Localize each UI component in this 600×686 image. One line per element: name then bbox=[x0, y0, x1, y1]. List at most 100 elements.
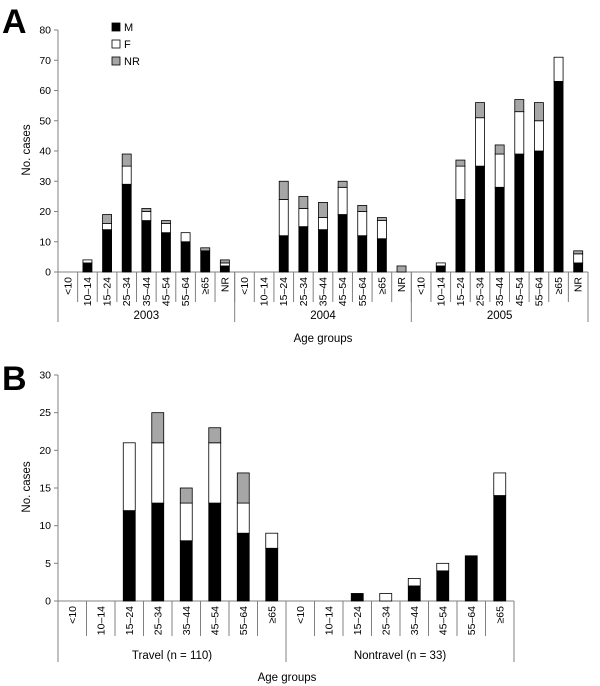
bar-segment-m bbox=[573, 262, 584, 273]
bar-segment-nr bbox=[298, 195, 309, 209]
bar-segment-m bbox=[436, 570, 450, 602]
bar-segment-nr bbox=[376, 217, 387, 221]
category-label: ≥65 bbox=[200, 277, 212, 295]
y-tick-label: 10 bbox=[39, 236, 51, 248]
bar-segment-f bbox=[121, 165, 132, 185]
bar-segment-nr bbox=[357, 205, 368, 212]
bar-segment-m bbox=[180, 241, 191, 273]
bar-segment-f bbox=[179, 502, 193, 542]
bar-segment-m bbox=[298, 226, 309, 273]
category-label: 10–14 bbox=[259, 277, 271, 306]
bar-segment-f bbox=[376, 220, 387, 240]
panel-b-xlabel: Age groups bbox=[258, 672, 317, 684]
bar-segment-nr bbox=[278, 180, 289, 200]
bar-segment-f bbox=[553, 56, 564, 82]
category-label: 25–34 bbox=[380, 606, 392, 635]
y-tick-label: 40 bbox=[39, 146, 51, 158]
bar-segment-m bbox=[208, 502, 222, 602]
y-tick-label: 50 bbox=[39, 115, 51, 127]
bar-segment-nr bbox=[219, 259, 230, 264]
bar-segment-m bbox=[553, 81, 564, 273]
bar-segment-f bbox=[435, 262, 446, 267]
category-label: 15–24 bbox=[124, 606, 136, 635]
bar-segment-nr bbox=[455, 159, 466, 167]
bar-segment-m bbox=[121, 183, 132, 273]
panel-b-bars bbox=[122, 412, 507, 602]
bar-segment-f bbox=[151, 442, 165, 504]
bar-segment-nr bbox=[161, 220, 171, 224]
y-tick-label: 30 bbox=[39, 176, 51, 188]
category-label: 15–24 bbox=[102, 277, 114, 306]
category-label: 25–34 bbox=[298, 277, 310, 306]
bar-segment-f bbox=[318, 217, 328, 231]
bar-segment-m bbox=[455, 198, 466, 273]
bar-segment-m bbox=[141, 220, 152, 273]
bar-segment-m bbox=[278, 235, 289, 273]
bar-segment-m bbox=[337, 214, 348, 273]
bar-segment-nr bbox=[573, 250, 584, 255]
category-label: 10–14 bbox=[95, 606, 107, 635]
category-label: 45–54 bbox=[209, 606, 221, 635]
category-label: 55–64 bbox=[533, 277, 545, 306]
category-label: 55–64 bbox=[238, 606, 250, 635]
bar-segment-f bbox=[407, 578, 421, 587]
bar-segment-m bbox=[350, 593, 364, 602]
y-tick-label: 60 bbox=[39, 85, 51, 97]
y-tick-label: 30 bbox=[39, 370, 51, 382]
bar-segment-nr bbox=[208, 427, 222, 444]
y-tick-label: 20 bbox=[39, 445, 51, 457]
legend-swatch-m bbox=[111, 22, 121, 32]
category-label: 35–44 bbox=[141, 277, 153, 306]
bar-segment-f bbox=[161, 223, 171, 234]
bar-segment-m bbox=[82, 262, 93, 273]
y-tick-label: 80 bbox=[39, 25, 51, 37]
panel-b-label: B bbox=[2, 360, 27, 398]
category-label: 55–64 bbox=[357, 277, 369, 306]
bar-segment-m bbox=[357, 235, 368, 273]
bar-segment-m bbox=[219, 265, 230, 273]
bar-segment-f bbox=[102, 223, 112, 231]
y-tick-label: 20 bbox=[39, 206, 51, 218]
panel-a-ylabel: No. cases bbox=[21, 124, 33, 175]
group-label: Travel (n = 110) bbox=[132, 650, 212, 662]
legend-label-m: M bbox=[124, 22, 133, 34]
y-tick-label: 10 bbox=[39, 520, 51, 532]
bar-segment-f bbox=[436, 562, 450, 572]
bar-segment-m bbox=[179, 540, 193, 602]
group-label: 2005 bbox=[487, 310, 513, 322]
category-label: <10 bbox=[295, 606, 307, 624]
bar-segment-f bbox=[265, 532, 279, 549]
bar-segment-nr bbox=[121, 153, 132, 167]
bar-segment-nr bbox=[396, 265, 407, 273]
category-label: <10 bbox=[239, 277, 251, 295]
bar-segment-m bbox=[102, 229, 112, 273]
bar-segment-f bbox=[219, 262, 230, 267]
legend-swatch-f bbox=[111, 39, 121, 49]
panel-a-legend: M F NR bbox=[111, 22, 140, 68]
category-label: NR bbox=[573, 277, 585, 293]
bar-segment-f bbox=[298, 208, 309, 228]
category-label: 35–44 bbox=[409, 606, 421, 635]
bar-segment-m bbox=[151, 502, 165, 602]
category-label: NR bbox=[219, 277, 231, 293]
bar-segment-m bbox=[200, 250, 211, 273]
legend-swatch-nr bbox=[111, 56, 121, 66]
category-label: 45–54 bbox=[514, 277, 526, 306]
bar-segment-m bbox=[435, 265, 446, 273]
category-label: 55–64 bbox=[180, 277, 192, 306]
bar-segment-f bbox=[357, 211, 368, 237]
panel-b-axes: 0 5 10 15 20 25 30 <10 10–14 15–24 25–34 35–44 45–54… bbox=[39, 370, 515, 662]
bar-segment-f bbox=[337, 186, 348, 215]
category-label: 55–64 bbox=[466, 606, 478, 635]
bar-segment-m bbox=[475, 165, 485, 273]
category-label: 15–24 bbox=[455, 277, 467, 306]
bar-segment-f bbox=[141, 211, 152, 221]
category-label: NR bbox=[396, 277, 408, 293]
bar-segment-nr bbox=[337, 180, 348, 188]
bar-segment-nr bbox=[151, 412, 165, 444]
category-label: <10 bbox=[416, 277, 428, 295]
bar-segment-f bbox=[208, 442, 222, 504]
category-label: <10 bbox=[62, 277, 74, 295]
bar-segment-m bbox=[265, 547, 279, 602]
panel-b-ylabel: No. cases bbox=[21, 461, 33, 512]
